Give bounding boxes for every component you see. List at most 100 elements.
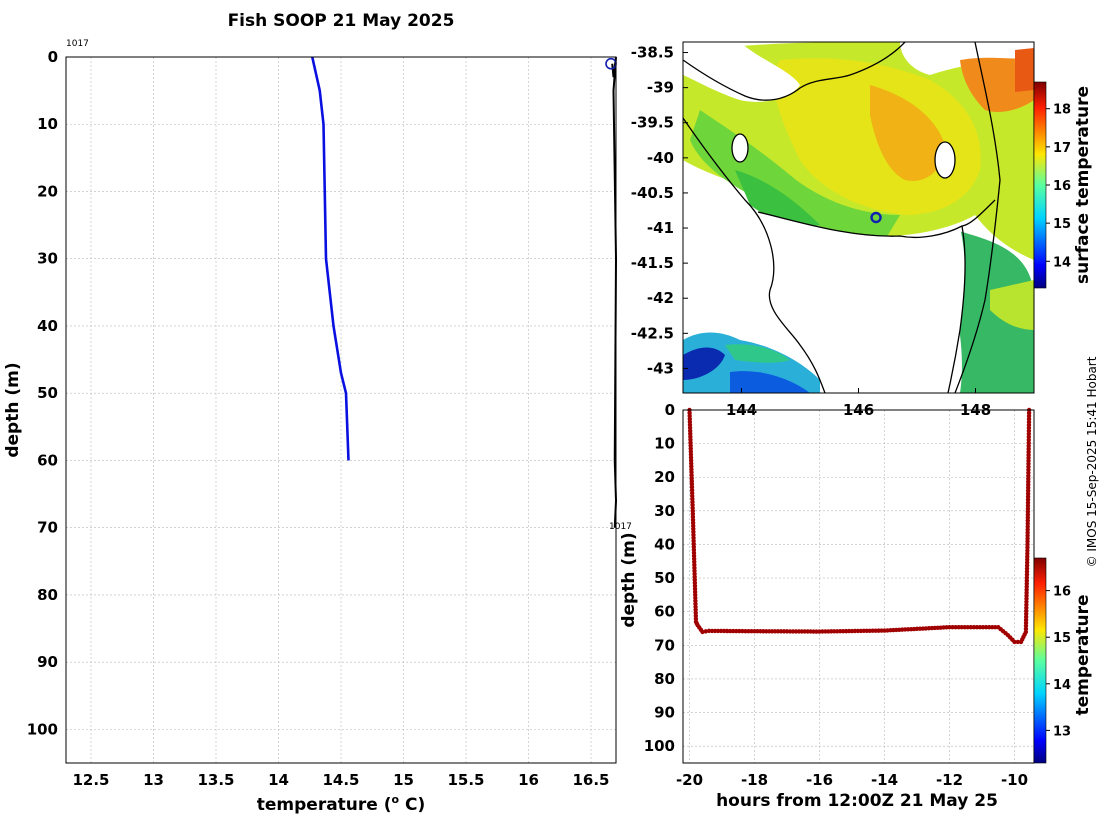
map-lat-tick-label: -43: [647, 359, 674, 377]
temperature-colorbar-tick-label: 15: [1053, 631, 1071, 646]
temperature-profile-plot: 12.5 13 13.5 14 14.5 15 15.5 16 16.5 0 10 20 30 40 50…: [3, 39, 632, 815]
depth-time-y-tick-label: 10: [654, 435, 675, 453]
depth-time-point: [965, 624, 970, 630]
temperature-colorbar-label: temperature: [1073, 594, 1093, 715]
depth-time-point: [974, 624, 980, 630]
depth-time-point: [731, 628, 736, 634]
profile-id-top: 1017: [66, 39, 89, 49]
depth-time-x-tick-label: -18: [741, 771, 768, 789]
depth-time-x-tick-label: -12: [936, 771, 963, 789]
profile-y-tick-label: 80: [37, 586, 58, 604]
profile-y-tick-label: 30: [37, 250, 58, 268]
profile-y-tick-label: 20: [37, 182, 58, 200]
depth-time-point: [721, 628, 727, 634]
depth-time-axes-box: [682, 409, 1035, 764]
map-lat-tick-label: -39: [647, 79, 674, 97]
depth-time-x-tick-label: -16: [806, 771, 833, 789]
profile-y-tick-label: 70: [37, 519, 58, 537]
depth-time-point: [709, 628, 715, 634]
depth-time-point: [977, 624, 983, 630]
depth-time-x-tick-label: -14: [871, 771, 898, 789]
map-lat-tick-label: -42.5: [631, 324, 674, 342]
profile-id-bottom: 1017: [609, 522, 632, 532]
coastlines: [683, 42, 1001, 393]
depth-time-point: [734, 628, 739, 634]
depth-time-point: [749, 628, 754, 634]
map-lat-tick-labels: -38.5 -39 -39.5 -40 -40.5 -41 -41.5 -42 -42.5 -43: [631, 44, 688, 377]
map-colorbar-label: surface temperature: [1073, 86, 1093, 284]
depth-time-x-tick-labels: -20 -18 -16 -14 -12 -10: [676, 771, 1028, 789]
map-colorbar: [1033, 81, 1047, 289]
map-colorbar-ticks: 14 15 16 17 18: [1046, 103, 1071, 270]
depth-time-x-tick-label: -20: [676, 771, 703, 789]
depth-time-point: [1015, 639, 1020, 645]
profile-y-label: depth (m): [3, 362, 23, 457]
profile-temperature-line: [310, 56, 350, 461]
temperature-colorbar-ticks: 13 14 15 16: [1046, 585, 1071, 739]
depth-time-point: [715, 628, 721, 634]
profile-axes-box: [65, 56, 617, 764]
profile-x-tick-label: 13: [143, 771, 164, 789]
depth-time-point: [743, 628, 748, 634]
profile-y-tick-labels: 0 10 20 30 40 50 60 70 80 90 100: [27, 48, 58, 738]
map-lat-tick-label: -38.5: [631, 44, 674, 62]
depth-time-y-tick-label: 50: [654, 569, 675, 587]
map-lat-tick-label: -40.5: [631, 184, 674, 202]
depth-time-point: [700, 629, 705, 635]
depth-time-point: [725, 628, 730, 634]
profile-y-tick-label: 50: [37, 384, 58, 402]
profile-x-tick-label: 15: [393, 771, 414, 789]
depth-time-y-tick-label: 100: [644, 737, 675, 755]
map-colorbar-tick-label: 15: [1053, 217, 1071, 232]
depth-time-point: [706, 628, 712, 634]
depth-time-point: [962, 624, 967, 630]
map-lat-tick-label: -41: [647, 219, 674, 237]
depth-time-plot: -20 -18 -16 -14 -12 -10 0 10 20 30 40 50 60 70 80 90 10…: [619, 401, 1093, 811]
sst-field: [683, 42, 1034, 393]
map-lat-tick-label: -40: [647, 149, 674, 167]
profile-y-tick-label: 40: [37, 317, 58, 335]
depth-time-x-tick-label: -10: [1001, 771, 1028, 789]
credit-text: © IMOS 15-Sep-2025 15:41 Hobart: [1085, 356, 1099, 567]
profile-x-tick-label: 16.5: [572, 771, 609, 789]
profile-x-tick-label: 14: [268, 771, 289, 789]
depth-time-point: [980, 624, 986, 630]
map-lat-tick-label: -41.5: [631, 254, 674, 272]
profile-x-tick-label: 13.5: [197, 771, 234, 789]
depth-time-y-tick-label: 40: [654, 535, 675, 553]
profile-x-tick-label: 15.5: [447, 771, 484, 789]
depth-time-point: [746, 628, 751, 634]
depth-time-point: [950, 624, 955, 630]
map-colorbar-tick-label: 17: [1053, 141, 1071, 156]
sst-map: -38.5 -39 -39.5 -40 -40.5 -41 -41.5 -42 -42.5 -43…: [631, 41, 1093, 419]
depth-time-point: [718, 628, 724, 634]
profile-y-tick-label: 10: [37, 115, 58, 133]
depth-time-grid: [683, 409, 1034, 763]
profile-y-tick-label: 0: [48, 48, 58, 66]
profile-x-tick-label: 12.5: [72, 771, 109, 789]
profile-x-label: temperature (o C): [257, 793, 426, 815]
map-colorbar-tick-label: 14: [1053, 255, 1071, 270]
depth-time-y-tick-label: 90: [654, 704, 675, 722]
map-lat-tick-label: -39.5: [631, 114, 674, 132]
depth-time-y-tick-label: 20: [654, 468, 675, 486]
depth-time-point: [968, 624, 974, 630]
profile-x-tick-label: 16: [518, 771, 539, 789]
figure-title: Fish SOOP 21 May 2025: [228, 11, 455, 31]
temperature-colorbar: [1033, 557, 1047, 764]
depth-time-y-tick-labels: 0 10 20 30 40 50 60 70 80 90 100: [644, 401, 675, 755]
depth-time-point: [947, 624, 952, 630]
temperature-colorbar-tick-label: 16: [1053, 585, 1071, 600]
map-colorbar-tick-label: 16: [1053, 179, 1071, 194]
profile-x-tick-label: 14.5: [322, 771, 359, 789]
depth-time-y-tick-label: 60: [654, 603, 675, 621]
map-colorbar-tick-label: 18: [1053, 103, 1071, 118]
depth-time-x-label: hours from 12:00Z 21 May 25: [716, 791, 998, 811]
depth-time-point: [989, 624, 995, 630]
profile-track-trace: [611, 56, 618, 528]
map-position-marker: [870, 211, 882, 224]
depth-time-point: [971, 624, 977, 630]
depth-time-y-tick-label: 80: [654, 670, 675, 688]
depth-time-point: [1012, 639, 1017, 645]
depth-time-y-tick-label: 70: [654, 636, 675, 654]
